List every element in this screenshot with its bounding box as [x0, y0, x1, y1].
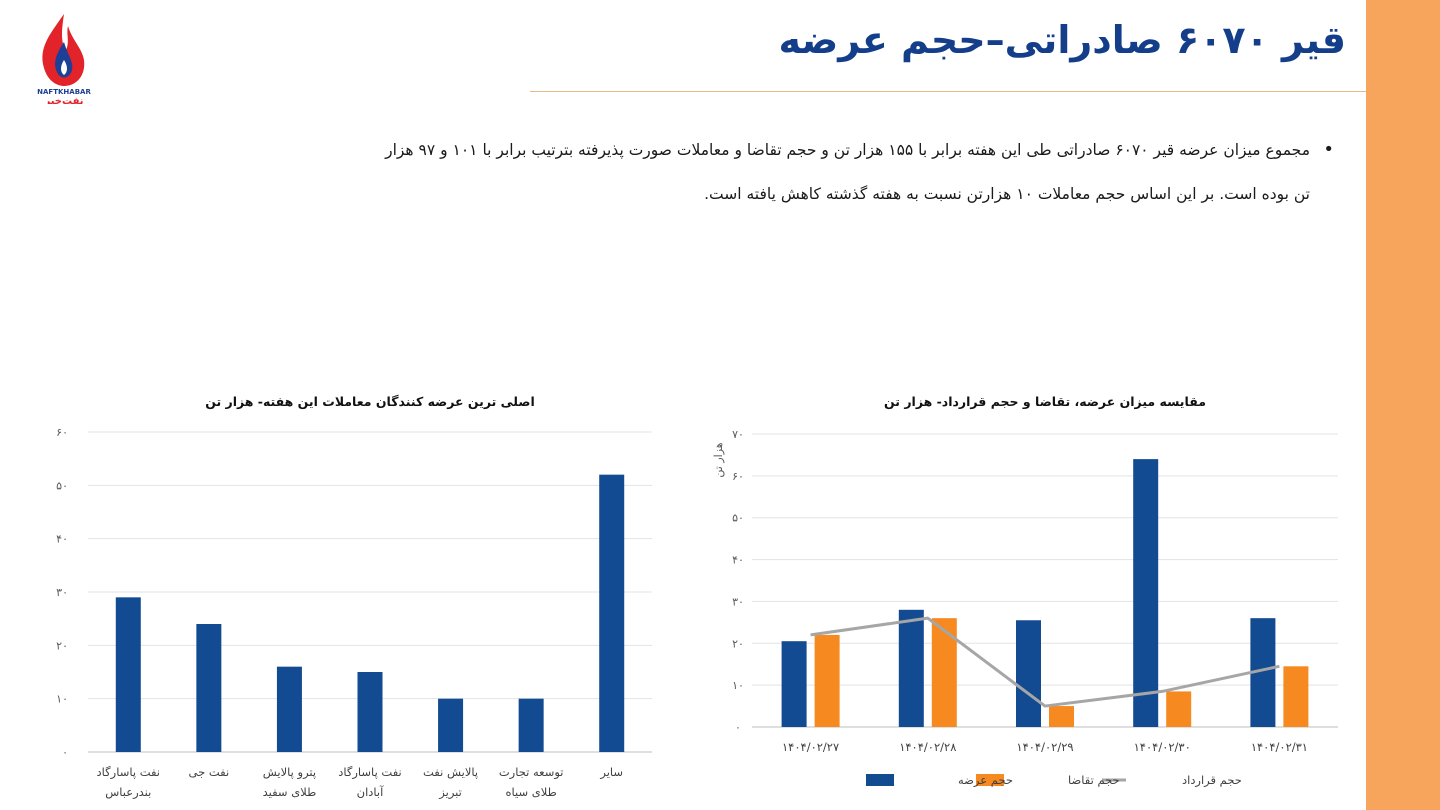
summary-line-2: تن بوده است. بر این اساس حجم معاملات ۱۰ …	[704, 185, 1310, 203]
bar	[196, 624, 222, 752]
category-label: توسعه تجارت	[499, 765, 564, 780]
demand-bar	[1049, 706, 1074, 727]
bullet-dot-icon: •	[1323, 139, 1334, 160]
supply-bar	[781, 641, 807, 727]
legend-item: حجم تقاضا	[976, 773, 1120, 787]
y-tick-label: ۲۰	[732, 637, 744, 650]
category-label: آبادان	[357, 785, 384, 799]
y-tick-label: ۱۰	[732, 679, 744, 692]
category-label: نفت جی	[189, 765, 230, 779]
summary-line-1: مجموع میزان عرضه قیر ۶۰۷۰ صادراتی طی این…	[385, 141, 1310, 159]
category-label: بندرعباس	[105, 785, 151, 800]
category-label: طلای سفید	[263, 785, 317, 799]
date-label: ۱۴۰۴/۰۲/۲۷	[782, 740, 839, 754]
y-tick-label: ۵۰	[56, 479, 68, 492]
bar	[518, 698, 544, 752]
legend-swatch	[866, 774, 894, 786]
supply-bar	[1016, 620, 1041, 727]
accent-side-band	[1366, 0, 1440, 810]
logo-persian-text: نفت‌خبر	[43, 96, 83, 104]
legend-item: حجم قرارداد	[1102, 773, 1242, 788]
y-tick-label: ۱۰	[56, 693, 68, 706]
y-tick-label: ۴۰	[732, 554, 744, 567]
y-tick-label: ۰	[735, 721, 741, 734]
y-tick-label: ۶۰	[56, 426, 68, 439]
category-label: تبریز	[438, 785, 462, 800]
y-tick-label: ۴۰	[56, 533, 68, 546]
supply-bar	[898, 609, 924, 727]
supply-demand-contract-chart: مقایسه میزان عرضه، تقاضا و حجم قرارداد- …	[712, 394, 1338, 788]
category-label: طلای سیاه	[505, 785, 556, 799]
y-tick-label: ۵۰	[732, 512, 744, 525]
bar	[599, 474, 625, 752]
chart-title: اصلی ترین عرضه کنندگان معاملات این هفته-…	[205, 394, 535, 409]
legend-label: حجم تقاضا	[1068, 773, 1120, 787]
category-label: پالایش نفت	[423, 765, 478, 780]
date-label: ۱۴۰۴/۰۲/۳۰	[1134, 740, 1191, 754]
y-axis-label: هزار تن	[712, 442, 725, 477]
legend-swatch	[976, 774, 1004, 786]
bar	[276, 666, 302, 752]
y-tick-label: ۰	[62, 746, 68, 759]
suppliers-bar-chart: اصلی ترین عرضه کنندگان معاملات این هفته-…	[56, 394, 652, 800]
bar	[438, 698, 464, 752]
y-tick-label: ۷۰	[732, 428, 744, 441]
logo-latin-text: NAFTKHABAR	[37, 88, 91, 96]
date-label: ۱۴۰۴/۰۲/۲۸	[899, 740, 956, 754]
naftkhabar-logo: NAFTKHABAR نفت‌خبر	[37, 14, 91, 104]
y-tick-label: ۲۰	[56, 639, 68, 652]
demand-bar	[1283, 666, 1309, 727]
demand-bar	[1166, 691, 1192, 727]
summary-bullet: • مجموع میزان عرضه قیر ۶۰۷۰ صادراتی طی ا…	[170, 128, 1334, 216]
date-label: ۱۴۰۴/۰۲/۳۱	[1251, 740, 1308, 754]
title-divider	[530, 91, 1366, 92]
demand-bar	[814, 634, 840, 727]
y-tick-label: ۳۰	[732, 595, 744, 608]
y-tick-label: ۶۰	[732, 470, 744, 483]
bar	[115, 597, 141, 752]
chart-title: مقایسه میزان عرضه، تقاضا و حجم قرارداد- …	[884, 394, 1206, 409]
page-title: قیر ۶۰۷۰ صادراتی–حجم عرضه	[778, 18, 1346, 62]
y-tick-label: ۳۰	[56, 586, 68, 599]
demand-bar	[931, 618, 957, 727]
legend-label: حجم قرارداد	[1182, 773, 1242, 788]
category-label: پترو پالایش	[263, 765, 316, 780]
bar	[357, 672, 383, 752]
category-label: نفت پاسارگاد	[338, 765, 401, 780]
category-label: نفت پاسارگاد	[97, 765, 160, 780]
date-label: ۱۴۰۴/۰۲/۲۹	[1016, 740, 1073, 754]
legend-item: حجم عرضه	[866, 773, 1013, 788]
contract-line	[810, 616, 1280, 708]
category-label: سایر	[599, 765, 623, 780]
supply-bar	[1133, 459, 1159, 727]
legend-label: حجم عرضه	[958, 773, 1013, 788]
